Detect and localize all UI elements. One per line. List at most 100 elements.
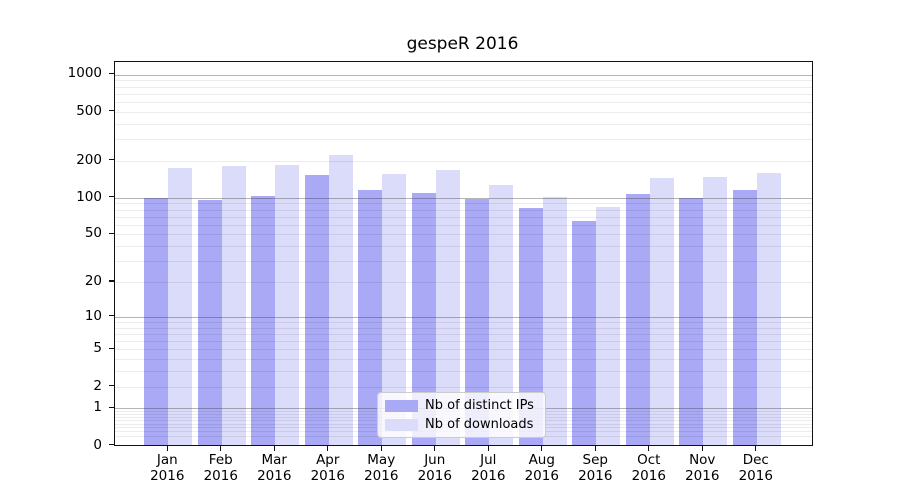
x-tick-year: 2016 [738, 468, 773, 484]
bar-distinct-ips [572, 220, 597, 445]
minor-gridline [115, 101, 812, 103]
x-tick-label: Mar 2016 [242, 452, 306, 484]
bar-distinct-ips [732, 190, 757, 445]
legend-label-distinct-ips: Nb of distinct IPs [425, 398, 534, 413]
major-gridline [115, 74, 812, 76]
x-tick-month: Aug [528, 452, 555, 468]
x-tick-label: Aug 2016 [510, 452, 574, 484]
x-tick-month: Apr [316, 452, 340, 468]
y-tick-label: 50 [84, 225, 102, 242]
x-tick-mark [701, 446, 703, 451]
y-tick-mark [108, 384, 114, 387]
y-tick-label: 20 [84, 273, 102, 289]
minor-gridline [115, 261, 812, 263]
legend-swatch-distinct-ips [385, 399, 418, 412]
minor-gridline [115, 209, 812, 211]
x-tick-label: Dec 2016 [724, 452, 788, 484]
x-tick-year: 2016 [203, 468, 238, 484]
minor-gridline [115, 80, 812, 82]
minor-gridline [115, 93, 812, 95]
minor-gridline [115, 111, 812, 113]
bar-downloads [756, 172, 781, 445]
x-tick-year: 2016 [578, 468, 613, 484]
minor-gridline [115, 371, 812, 373]
x-tick-year: 2016 [524, 468, 559, 484]
minor-gridline [115, 349, 812, 351]
x-tick-mark [434, 446, 436, 451]
major-gridline [115, 197, 812, 199]
x-tick-label: Jul 2016 [456, 452, 520, 484]
x-tick-month: Nov [689, 452, 716, 468]
bar-distinct-ips [197, 199, 222, 445]
bar-distinct-ips [625, 194, 650, 445]
x-tick-month: Feb [208, 452, 233, 468]
x-tick-year: 2016 [417, 468, 452, 484]
bar-downloads [275, 165, 300, 445]
y-tick-mark [108, 110, 114, 112]
legend-entry-distinct-ips: Nb of distinct IPs [385, 398, 538, 413]
x-tick-mark [166, 446, 168, 451]
y-tick-mark [108, 159, 114, 161]
legend-entry-downloads: Nb of downloads [385, 417, 538, 432]
bar-downloads [168, 168, 193, 445]
x-tick-label: Feb 2016 [189, 452, 253, 484]
bar-downloads [221, 166, 246, 445]
chart-title: gespeR 2016 [406, 34, 519, 54]
x-tick-mark [594, 446, 596, 451]
plot-area [114, 61, 813, 446]
bar-distinct-ips [144, 197, 169, 445]
y-tick-mark [108, 280, 114, 282]
legend: Nb of distinct IPs Nb of downloads [377, 392, 546, 438]
x-tick-month: Oct [637, 452, 661, 468]
x-tick-year: 2016 [471, 468, 506, 484]
x-tick-mark [755, 446, 757, 451]
x-tick-label: Jun 2016 [403, 452, 467, 484]
minor-gridline [115, 123, 812, 125]
x-tick-label: May 2016 [349, 452, 413, 484]
legend-swatch-downloads [385, 418, 418, 431]
y-tick-mark [108, 443, 114, 446]
minor-gridline [115, 386, 812, 388]
minor-gridline [115, 282, 812, 283]
y-tick-label: 2 [93, 377, 102, 394]
y-tick-label: 500 [76, 102, 102, 119]
legend-label-downloads: Nb of downloads [425, 417, 534, 432]
bar-downloads [649, 177, 674, 445]
minor-gridline [115, 86, 812, 88]
x-tick-month: Jun [424, 452, 446, 468]
bar-distinct-ips [251, 195, 276, 445]
minor-gridline [115, 333, 812, 335]
bar-distinct-ips [679, 197, 704, 445]
minor-gridline [115, 224, 812, 226]
x-tick-year: 2016 [631, 468, 666, 484]
major-gridline [115, 316, 812, 318]
x-tick-month: Dec [742, 452, 769, 468]
x-tick-mark [541, 446, 543, 451]
minor-gridline [115, 359, 812, 361]
y-tick-label: 100 [76, 188, 102, 205]
y-tick-mark [108, 232, 114, 234]
y-tick-label: 0 [93, 436, 102, 453]
minor-gridline [115, 327, 812, 329]
x-tick-year: 2016 [364, 468, 399, 484]
x-tick-mark [327, 446, 329, 451]
y-tick-mark [108, 315, 114, 317]
x-tick-year: 2016 [150, 468, 185, 484]
y-tick-label: 1000 [67, 65, 102, 82]
minor-gridline [115, 246, 812, 248]
x-tick-month: Jan [156, 452, 178, 468]
x-tick-label: Oct 2016 [617, 452, 681, 484]
bar-downloads [542, 196, 567, 445]
y-tick-label: 1 [93, 399, 102, 416]
y-tick-mark [108, 72, 114, 75]
minor-gridline [115, 139, 812, 140]
x-tick-label: Nov 2016 [670, 452, 734, 484]
minor-gridline [115, 341, 812, 342]
bar-distinct-ips [304, 174, 329, 445]
x-tick-mark [487, 446, 489, 451]
bar-downloads [596, 206, 621, 445]
minor-gridline [115, 321, 812, 323]
minor-gridline [115, 203, 812, 205]
minor-gridline [115, 160, 812, 162]
